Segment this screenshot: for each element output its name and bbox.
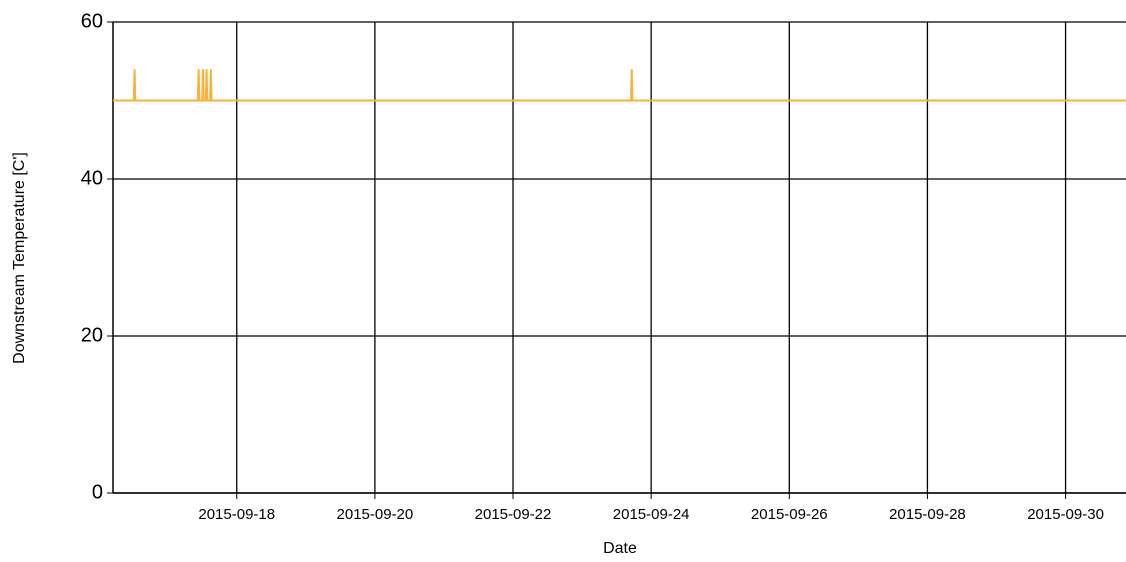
x-axis-label: Date (603, 540, 637, 557)
y-tick-label: 40 (81, 167, 103, 189)
x-tick-label: 2015-09-30 (1027, 506, 1104, 523)
x-tick-label: 2015-09-22 (475, 506, 552, 523)
x-tick-label: 2015-09-18 (198, 506, 275, 523)
x-tick-label: 2015-09-24 (613, 506, 690, 523)
y-tick-label: 20 (81, 324, 103, 346)
data-line (113, 69, 1126, 102)
y-tick-label: 60 (81, 10, 103, 32)
x-tick-label: 2015-09-20 (337, 506, 414, 523)
x-tick-label: 2015-09-26 (751, 506, 828, 523)
x-tick-label: 2015-09-28 (889, 506, 966, 523)
y-tick-label: 0 (92, 481, 103, 503)
y-axis-label: Downstream Temperature [C'] (11, 152, 28, 364)
